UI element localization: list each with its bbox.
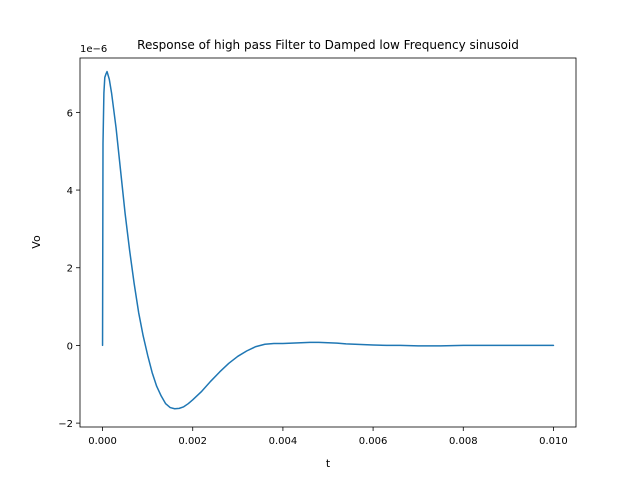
x-tick-label: 0.008: [449, 436, 478, 447]
y-tick-label: 6: [67, 108, 73, 119]
x-tick-label: 0.000: [88, 436, 117, 447]
x-tick-label: 0.010: [539, 436, 568, 447]
y-tick-label: −2: [58, 419, 73, 430]
y-tick-label: 0: [67, 341, 73, 352]
y-axis-label: Vo: [30, 235, 43, 249]
y-tick-label: 2: [67, 264, 73, 275]
x-tick-label: 0.004: [269, 436, 298, 447]
x-tick-label: 0.002: [178, 436, 207, 447]
x-tick-label: 0.006: [359, 436, 388, 447]
plot-frame: [79, 57, 577, 428]
x-axis-ticks: 0.000 0.002 0.004 0.006 0.008 0.010: [88, 427, 568, 447]
chart-title: Response of high pass Filter to Damped l…: [137, 38, 519, 52]
x-axis-label: t: [326, 457, 331, 470]
y-tick-label: 4: [67, 186, 73, 197]
y-axis-ticks: −2 0 2 4 6: [58, 108, 80, 430]
plot-area: [79, 57, 577, 428]
series-line: [101, 70, 555, 410]
y-offset-text: 1e−6: [80, 44, 107, 55]
